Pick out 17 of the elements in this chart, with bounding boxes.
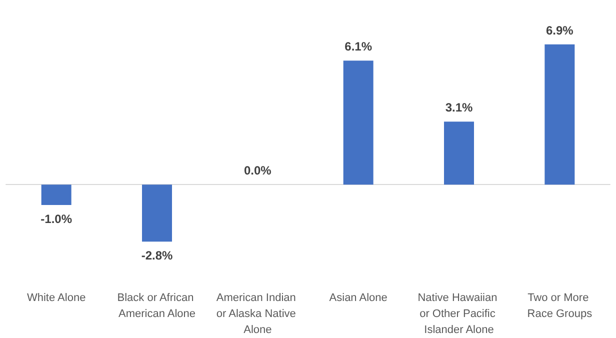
bar: [343, 60, 374, 185]
data-label: 3.1%: [445, 100, 473, 115]
x-tick-label: Native Hawaiian or Other Pacific Islander Alone: [418, 292, 500, 336]
x-tick-label: Asian Alone: [329, 292, 388, 304]
x-tick-label: White Alone: [26, 292, 86, 304]
x-tick-label: Two or More Race Groups: [527, 292, 593, 320]
bar: [444, 122, 474, 185]
data-label: -1.0%: [40, 212, 72, 226]
data-label: 6.9%: [546, 23, 574, 38]
x-tick-label: Black or African American Alone: [117, 292, 197, 320]
x-tick-label: American Indian or Alaska Native Alone: [216, 292, 299, 336]
bar: [142, 184, 172, 242]
data-label: 0.0%: [244, 164, 272, 178]
bar: [41, 184, 72, 205]
bar: [544, 44, 575, 185]
data-label: 6.1%: [344, 40, 372, 54]
data-label: -2.8%: [141, 248, 173, 263]
